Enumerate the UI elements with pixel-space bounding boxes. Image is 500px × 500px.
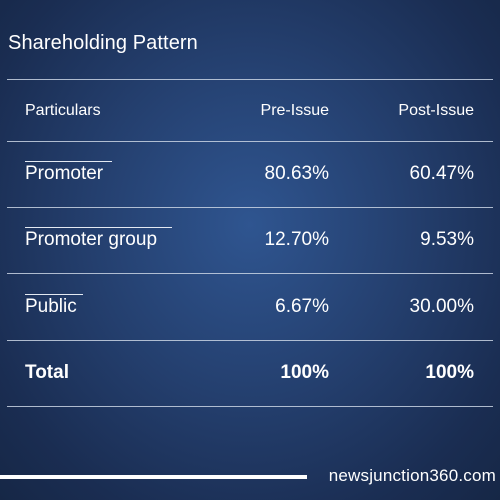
row-divider — [7, 340, 493, 341]
row-particulars: Public — [25, 296, 77, 317]
row-divider — [7, 273, 493, 274]
total-pre-issue: 100% — [280, 362, 329, 383]
row-divider — [7, 141, 493, 142]
table-top-rule — [7, 79, 493, 80]
table-row: Promoter 80.63% 60.47% — [7, 141, 493, 207]
table-header-row: Particulars Pre-Issue Post-Issue — [7, 78, 493, 144]
header-pre-issue: Pre-Issue — [260, 102, 329, 119]
row-pre-issue: 80.63% — [264, 163, 329, 184]
row-overline — [25, 227, 172, 228]
row-overline — [25, 161, 112, 162]
row-particulars: Promoter group — [25, 229, 158, 250]
table-total-row: Total 100% 100% — [7, 340, 493, 406]
row-post-issue: 9.53% — [420, 229, 474, 250]
table-row: Public 6.67% 30.00% — [7, 274, 493, 340]
table-row: Promoter group 12.70% 9.53% — [7, 207, 493, 273]
row-pre-issue: 12.70% — [264, 229, 329, 250]
row-post-issue: 30.00% — [409, 296, 474, 317]
footer-accent-bar — [0, 475, 307, 479]
site-watermark: newsjunction360.com — [328, 466, 496, 485]
header-particulars: Particulars — [25, 102, 101, 119]
table-bottom-rule — [7, 406, 493, 407]
page-title: Shareholding Pattern — [8, 32, 198, 54]
row-pre-issue: 6.67% — [275, 296, 329, 317]
row-overline — [25, 294, 83, 295]
header-post-issue: Post-Issue — [398, 102, 474, 119]
total-post-issue: 100% — [425, 362, 474, 383]
row-divider — [7, 207, 493, 208]
row-particulars: Promoter — [25, 163, 104, 184]
total-label: Total — [25, 362, 69, 383]
row-post-issue: 60.47% — [409, 163, 474, 184]
